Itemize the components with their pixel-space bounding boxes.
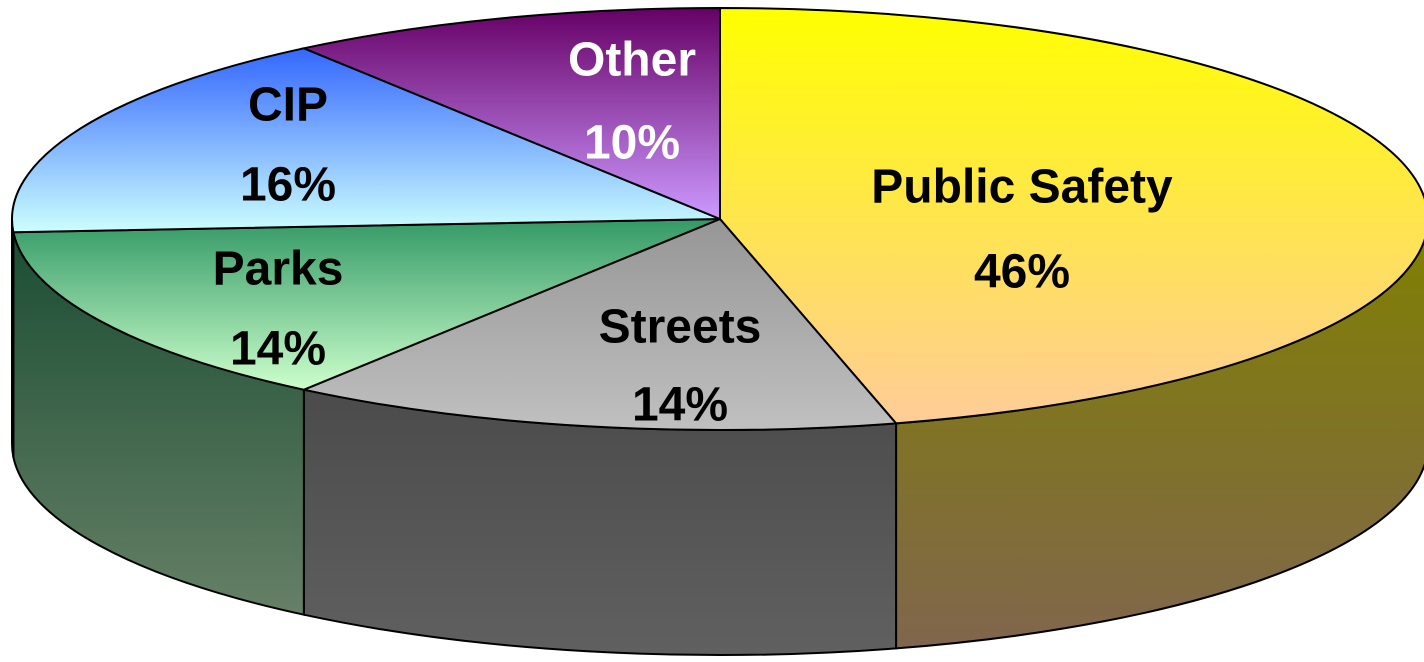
slice-value-label: 46%	[974, 246, 1070, 299]
slice-value-label: 14%	[230, 323, 326, 376]
slice-value-label: 16%	[240, 159, 336, 212]
slice-label: CIP	[248, 79, 328, 132]
slice-label: Other	[568, 34, 696, 87]
slice-label: Parks	[213, 243, 344, 296]
slice	[12, 218, 721, 391]
slice	[719, 6, 1424, 425]
slice-label: Streets	[599, 301, 762, 354]
slice-side	[11, 218, 15, 458]
slice-side	[302, 388, 898, 656]
slice-label: Public Safety	[871, 161, 1173, 214]
slice-value-label: 14%	[632, 379, 728, 432]
slice	[300, 217, 899, 431]
slice	[300, 6, 721, 221]
slice-value-label: 10%	[584, 117, 680, 170]
slice	[11, 47, 721, 234]
